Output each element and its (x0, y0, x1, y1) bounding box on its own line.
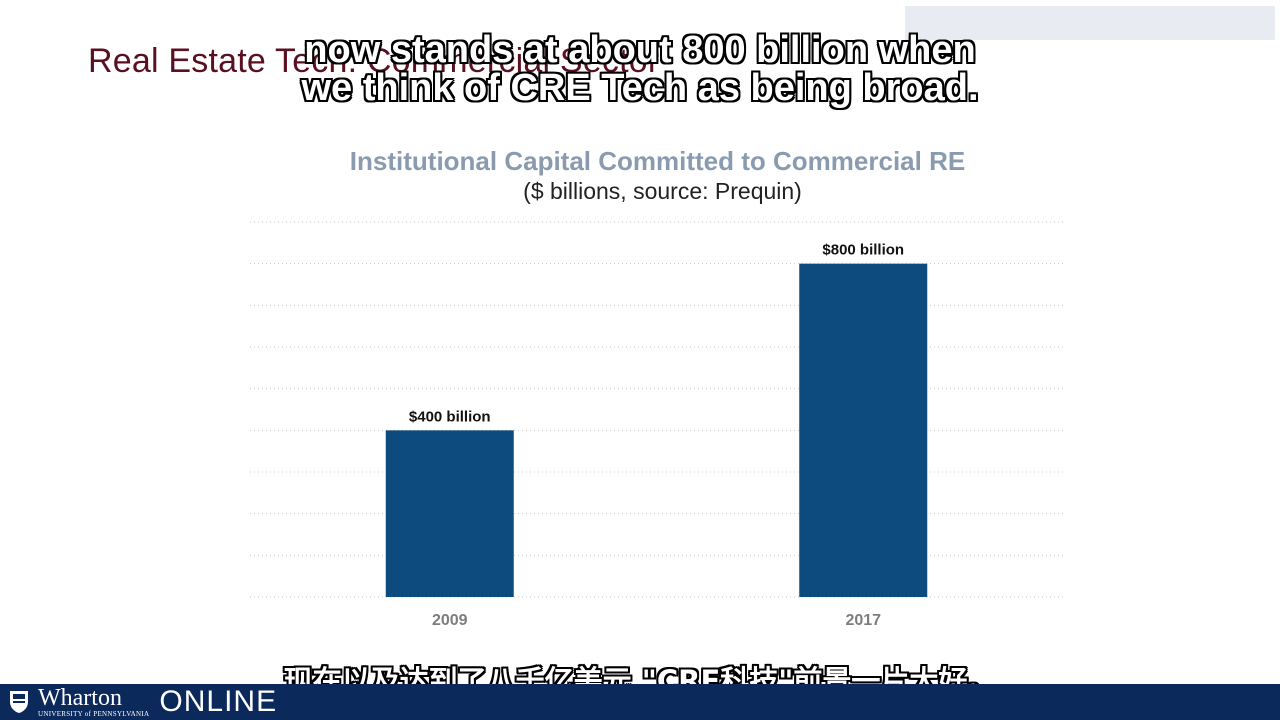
caption-english-line-2: we think of CRE Tech as being broad. (301, 67, 979, 109)
x-tick-label-2009: 2009 (432, 612, 468, 629)
slide-title: Real Estate Tech: Commercial Sector (88, 42, 660, 80)
chart-subtitle: ($ billions, source: Prequin) (523, 178, 802, 204)
brand-online: ONLINE (159, 685, 278, 718)
brand-name: Wharton (38, 685, 122, 711)
x-tick-label-2017: 2017 (845, 612, 881, 629)
wharton-online-logo: Wharton UNIVERSITY of PENNSYLVANIA ONLIN… (8, 684, 277, 720)
brand-subtitle: UNIVERSITY of PENNSYLVANIA (38, 710, 150, 718)
footer-bar: Wharton UNIVERSITY of PENNSYLVANIA ONLIN… (0, 684, 1280, 720)
data-label-2017: $800 billion (822, 242, 904, 259)
caption-english-line-1: now stands at about 800 billion when (304, 29, 976, 71)
top-right-banner (905, 6, 1275, 40)
chart-title: Institutional Capital Committed to Comme… (349, 146, 966, 176)
bar-2017 (799, 263, 928, 597)
bar-2009 (385, 430, 514, 597)
brand-block: Wharton UNIVERSITY of PENNSYLVANIA (38, 686, 149, 718)
data-label-2009: $400 billion (409, 408, 491, 425)
shield-icon (8, 689, 30, 715)
